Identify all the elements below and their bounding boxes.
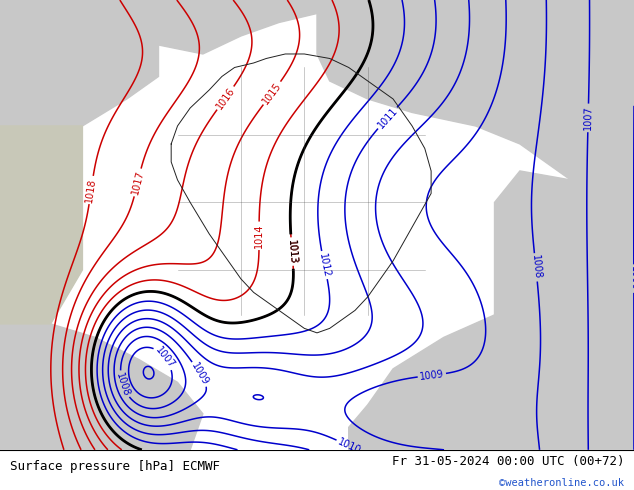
Polygon shape: [317, 0, 634, 180]
Polygon shape: [158, 0, 317, 54]
Text: 1016: 1016: [214, 85, 236, 111]
Polygon shape: [349, 306, 634, 450]
Text: 1007: 1007: [153, 345, 176, 370]
Text: 1011: 1011: [375, 105, 399, 130]
Text: 1010: 1010: [336, 437, 363, 456]
Polygon shape: [495, 171, 634, 315]
Text: 1013: 1013: [286, 239, 298, 264]
Polygon shape: [0, 324, 203, 450]
Text: Surface pressure [hPa] ECMWF: Surface pressure [hPa] ECMWF: [10, 460, 219, 473]
Polygon shape: [0, 126, 82, 324]
Text: 1007: 1007: [583, 105, 593, 130]
Text: 1012: 1012: [317, 252, 332, 278]
Text: 1008: 1008: [114, 371, 131, 397]
Text: 1015: 1015: [261, 80, 283, 106]
Text: 1017: 1017: [130, 170, 145, 196]
Text: 1008: 1008: [529, 255, 542, 280]
Text: ©weatheronline.co.uk: ©weatheronline.co.uk: [500, 478, 624, 488]
Text: 1014: 1014: [254, 223, 264, 248]
Text: Fr 31-05-2024 00:00 UTC (00+72): Fr 31-05-2024 00:00 UTC (00+72): [392, 455, 624, 468]
Text: 1009: 1009: [419, 369, 444, 382]
Text: 1006: 1006: [629, 267, 634, 291]
Text: 1013: 1013: [286, 239, 298, 264]
Text: 1009: 1009: [190, 361, 210, 387]
Text: 1018: 1018: [84, 177, 98, 203]
Polygon shape: [0, 0, 158, 126]
